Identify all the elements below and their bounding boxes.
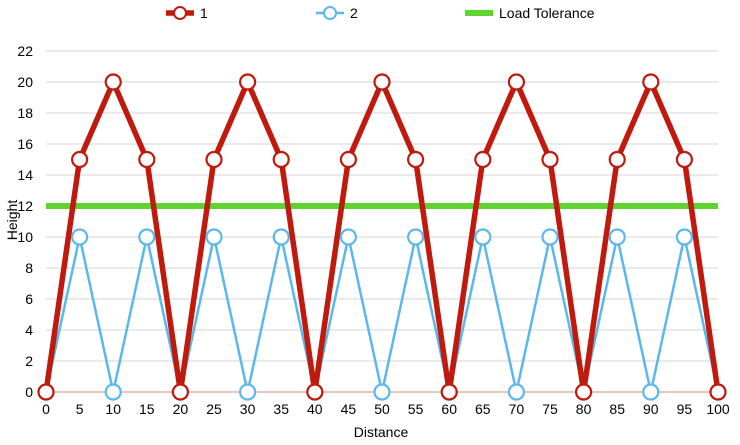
y-tick-label: 18 (17, 105, 33, 121)
series-1-point (306, 383, 324, 401)
x-tick-label: 0 (42, 401, 50, 417)
legend-label: 1 (200, 5, 208, 21)
legend-marker (323, 6, 337, 20)
series-1-point (608, 150, 626, 169)
x-tick-label: 75 (542, 401, 558, 417)
series-1-point (541, 150, 559, 169)
y-tick-label: 0 (25, 384, 33, 400)
legend-label: 2 (350, 5, 358, 21)
series-2-point (104, 383, 122, 401)
series-2-point (608, 228, 626, 246)
y-tick-label: 10 (17, 229, 33, 245)
series-1-point (373, 73, 391, 91)
y-axis-title: Height (4, 200, 20, 241)
series-1-point (171, 383, 189, 401)
legend-item-1: 1 (166, 5, 208, 21)
series-1-point (474, 150, 492, 169)
series-2-point (407, 228, 425, 246)
x-tick-label: 40 (307, 401, 323, 417)
y-tick-label: 4 (25, 322, 33, 338)
series-1-point (507, 73, 526, 91)
y-tick-label: 16 (17, 136, 33, 152)
x-axis-title: Distance (354, 424, 409, 440)
series-line-2 (44, 236, 720, 393)
x-tick-label: 60 (441, 401, 457, 417)
legend-item-2: 2 (316, 5, 358, 21)
x-tick-label: 45 (341, 401, 357, 417)
x-tick-label: 70 (509, 401, 525, 417)
series-1-point (339, 150, 357, 169)
series-2-point (205, 228, 223, 246)
x-tick-label: 95 (677, 401, 693, 417)
series-2-point (373, 383, 391, 401)
series-2-point (339, 228, 357, 246)
x-tick-label: 35 (273, 401, 289, 417)
plot-area (37, 73, 727, 401)
legend-marker (173, 6, 187, 20)
series-1-point (272, 150, 290, 169)
x-tick-label: 15 (139, 401, 155, 417)
series-2-point (541, 228, 559, 246)
x-tick-label: 85 (609, 401, 625, 417)
series-2-point (474, 228, 492, 246)
x-tick-label: 65 (475, 401, 491, 417)
series-1-point (138, 150, 156, 169)
x-tick-label: 25 (206, 401, 222, 417)
x-tick-label: 100 (706, 401, 730, 417)
series-2-point (642, 383, 660, 401)
series-2-point (272, 228, 290, 246)
series-1-point (70, 150, 89, 169)
series-1-point (709, 383, 727, 401)
x-tick-label: 10 (105, 401, 121, 417)
x-tick-label: 20 (173, 401, 189, 417)
series-2-point (138, 228, 156, 246)
legend-item-3: Load Tolerance (465, 5, 595, 21)
x-tick-label: 90 (643, 401, 659, 417)
y-tick-label: 6 (25, 291, 33, 307)
legend: 1 2 Load Tolerance (166, 5, 595, 21)
series-1-point (104, 73, 122, 91)
x-tick-label: 5 (76, 401, 84, 417)
y-tick-labels: 0 2 4 6 8 10 12 14 16 18 20 22 (17, 43, 33, 400)
series-2-point (239, 383, 257, 401)
legend-label: Load Tolerance (499, 5, 595, 21)
series-1-point (574, 383, 593, 401)
y-tick-label: 8 (25, 260, 33, 276)
x-tick-label: 80 (576, 401, 592, 417)
y-tick-label: 12 (17, 198, 33, 214)
y-tick-label: 22 (17, 43, 33, 59)
series-1-point (239, 73, 257, 91)
series-2-point (507, 383, 526, 401)
series-2-point (70, 228, 89, 246)
series-1-point (642, 73, 660, 91)
y-tick-label: 14 (17, 167, 33, 183)
series-2-point (675, 228, 694, 246)
x-tick-labels: 0 5 10 15 20 25 30 35 40 45 50 55 60 65 70 75 80 85 90 95 10… (42, 401, 730, 417)
x-tick-label: 55 (408, 401, 424, 417)
gridlines (46, 50, 718, 393)
x-tick-label: 30 (240, 401, 256, 417)
series-1-point (407, 150, 425, 169)
series-1-point (205, 150, 223, 169)
y-tick-label: 20 (17, 74, 33, 90)
series-1-point (37, 383, 55, 401)
x-tick-label: 50 (374, 401, 390, 417)
series-1-point (440, 383, 458, 401)
series-1-point (675, 150, 694, 169)
y-tick-label: 2 (25, 353, 33, 369)
